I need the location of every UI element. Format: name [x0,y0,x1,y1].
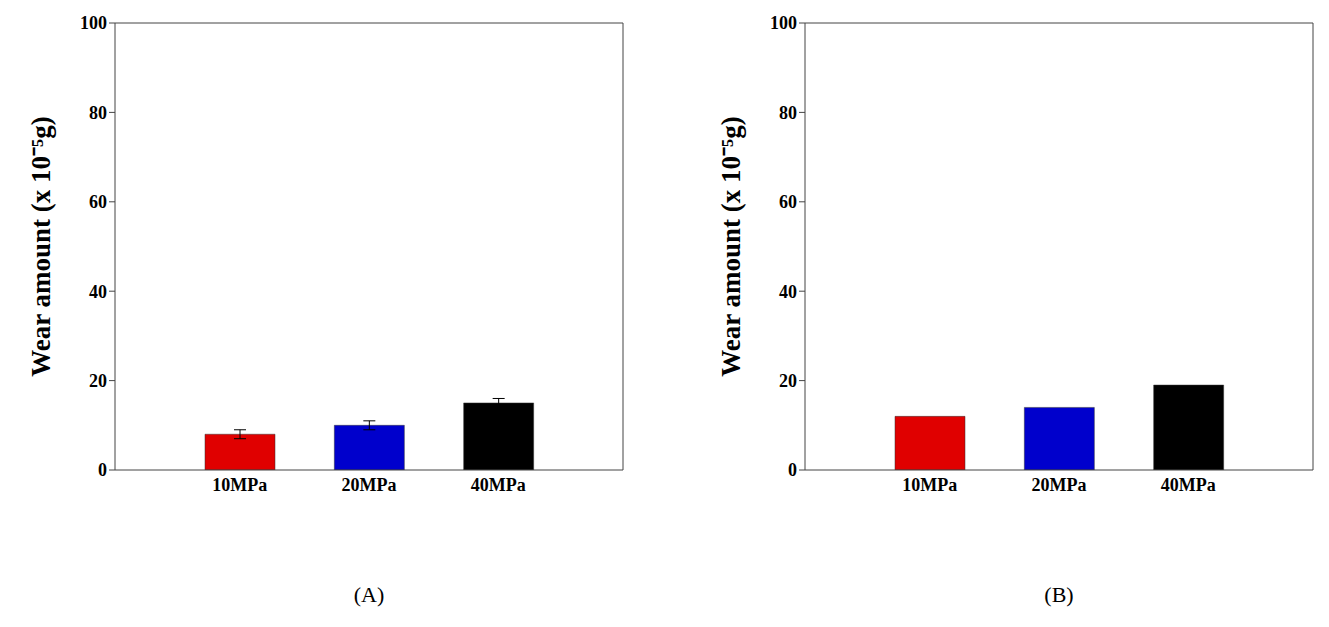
svg-text:10MPa: 10MPa [902,475,957,495]
html-text:(B): (B) [1044,582,1074,607]
svg-text:40MPa: 40MPa [1161,475,1216,495]
svg-text:Wear amount (x 10⁻⁵g): Wear amount (x 10⁻⁵g) [716,116,746,376]
html-text:(A): (A) [353,582,385,607]
svg-text:100: 100 [770,13,797,33]
svg-text:20MPa: 20MPa [342,475,397,495]
svg-text:80: 80 [89,103,107,123]
svg-text:80: 80 [779,103,797,123]
svg-text:20: 20 [89,371,107,391]
svg-text:40MPa: 40MPa [471,475,526,495]
svg-text:60: 60 [89,192,107,212]
svg-text:20MPa: 20MPa [1032,475,1087,495]
svg-text:20: 20 [779,371,797,391]
svg-text:100: 100 [80,13,107,33]
svg-text:0: 0 [98,460,107,480]
svg-text:10MPa: 10MPa [212,475,267,495]
svg-text:Wear amount (x 10⁻⁵g): Wear amount (x 10⁻⁵g) [26,116,56,376]
svg-text:40: 40 [779,282,797,302]
svg-text:0: 0 [788,460,797,480]
svg-text:40: 40 [89,282,107,302]
svg-text:60: 60 [779,192,797,212]
